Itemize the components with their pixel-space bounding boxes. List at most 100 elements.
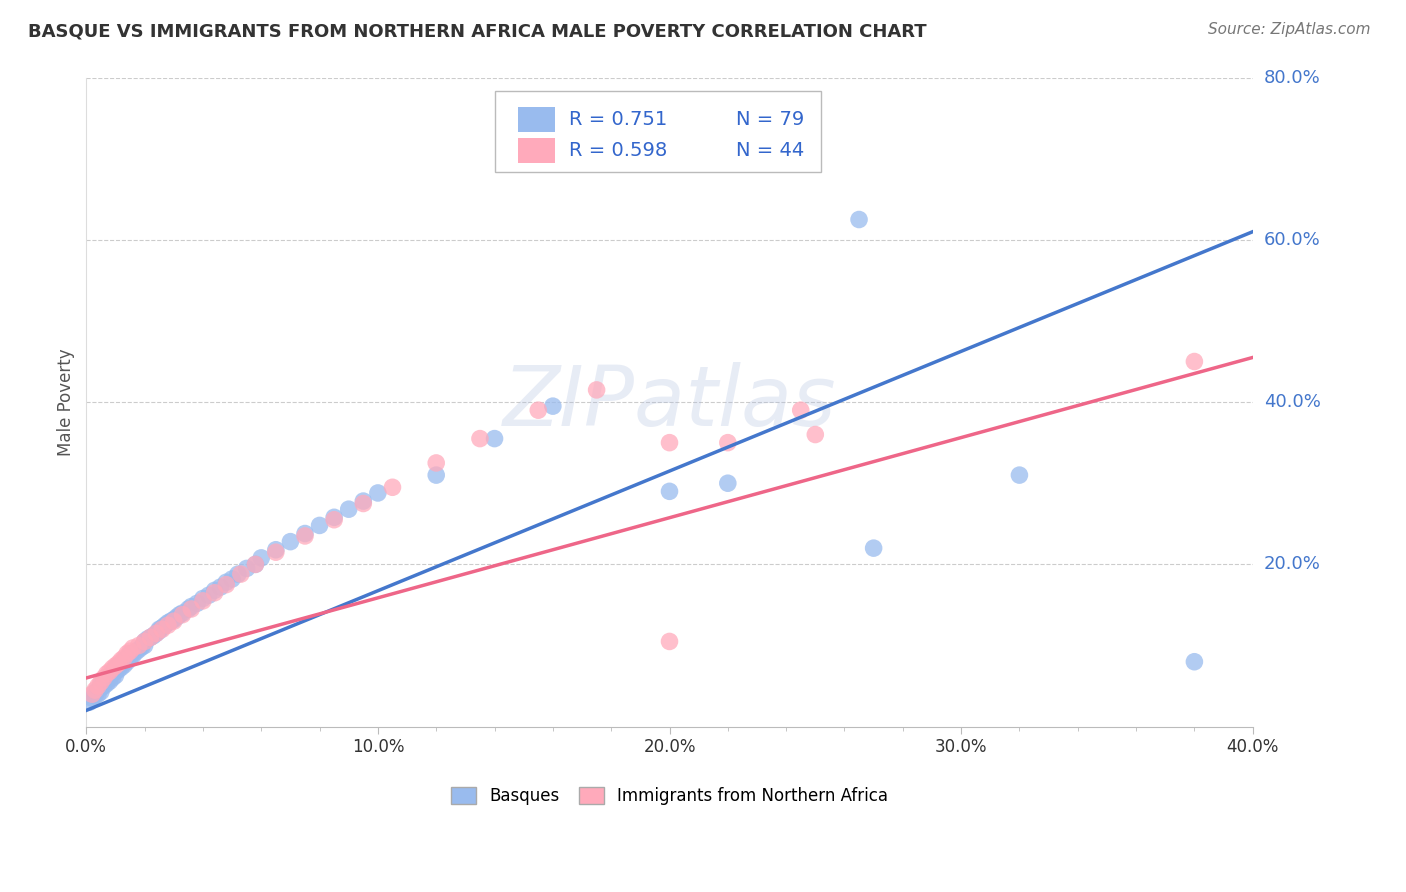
Point	[541, 399, 564, 413]
Text: BASQUE VS IMMIGRANTS FROM NORTHERN AFRICA MALE POVERTY CORRELATION CHART: BASQUE VS IMMIGRANTS FROM NORTHERN AFRIC…	[28, 22, 927, 40]
Point	[107, 658, 129, 673]
Point	[145, 626, 167, 640]
Point	[191, 591, 214, 606]
Text: N = 79: N = 79	[735, 111, 804, 129]
Point	[717, 435, 740, 450]
Point	[658, 435, 681, 450]
Point	[352, 494, 374, 508]
Point	[139, 631, 162, 645]
Point	[156, 615, 179, 630]
Point	[280, 534, 302, 549]
Point	[204, 586, 226, 600]
Point	[221, 572, 243, 586]
Point	[112, 657, 135, 672]
Point	[468, 432, 491, 446]
Point	[98, 665, 121, 679]
Text: ZIPatlas: ZIPatlas	[503, 361, 837, 442]
Point	[150, 621, 173, 635]
Point	[169, 607, 191, 622]
Point	[82, 691, 104, 706]
Text: N = 44: N = 44	[735, 141, 804, 161]
Point	[862, 541, 884, 556]
Point	[87, 683, 110, 698]
Point	[180, 602, 202, 616]
Point	[98, 674, 121, 689]
Point	[122, 640, 145, 655]
Point	[110, 657, 132, 671]
Point	[118, 650, 141, 665]
Point	[150, 622, 173, 636]
Point	[104, 665, 127, 679]
Point	[160, 614, 183, 628]
Text: 20.0%: 20.0%	[1264, 556, 1320, 574]
Point	[104, 658, 127, 673]
Point	[153, 618, 176, 632]
FancyBboxPatch shape	[495, 90, 821, 171]
Point	[134, 634, 156, 648]
Text: 60.0%: 60.0%	[1264, 231, 1320, 249]
Point	[352, 496, 374, 510]
Point	[128, 642, 150, 657]
Point	[87, 679, 110, 693]
Point	[1182, 354, 1205, 368]
Point	[264, 542, 287, 557]
Point	[115, 647, 138, 661]
Point	[90, 675, 112, 690]
Point	[131, 640, 153, 654]
Point	[250, 550, 273, 565]
Point	[96, 676, 118, 690]
Point	[125, 645, 148, 659]
Point	[134, 634, 156, 648]
Point	[804, 427, 827, 442]
Point	[264, 545, 287, 559]
Point	[717, 476, 740, 491]
Point	[215, 575, 238, 590]
Point	[191, 594, 214, 608]
Point	[115, 655, 138, 669]
Point	[1182, 655, 1205, 669]
Point	[82, 687, 104, 701]
Point	[98, 669, 121, 683]
Point	[658, 484, 681, 499]
Point	[90, 685, 112, 699]
Point	[110, 660, 132, 674]
Point	[84, 685, 107, 699]
Point	[294, 526, 316, 541]
Text: R = 0.598: R = 0.598	[569, 141, 668, 161]
Point	[122, 648, 145, 663]
Point	[104, 661, 127, 675]
Point	[308, 518, 330, 533]
Point	[101, 671, 124, 685]
FancyBboxPatch shape	[517, 138, 555, 163]
Point	[90, 681, 112, 695]
Point	[381, 480, 404, 494]
Point	[172, 607, 194, 622]
Point	[112, 650, 135, 665]
Point	[90, 677, 112, 691]
Point	[585, 383, 607, 397]
Text: R = 0.751: R = 0.751	[569, 111, 668, 129]
Point	[226, 567, 249, 582]
Point	[118, 647, 141, 661]
FancyBboxPatch shape	[517, 107, 555, 132]
Point	[186, 596, 208, 610]
Point	[323, 510, 346, 524]
Point	[367, 486, 389, 500]
Point	[110, 653, 132, 667]
Point	[235, 561, 257, 575]
Point	[177, 602, 200, 616]
Point	[93, 671, 115, 685]
Point	[245, 558, 267, 572]
Point	[77, 695, 100, 709]
Point	[180, 599, 202, 614]
Point	[104, 668, 127, 682]
Point	[163, 613, 186, 627]
Point	[209, 580, 232, 594]
Point	[148, 622, 170, 636]
Point	[215, 577, 238, 591]
Point	[118, 644, 141, 658]
Point	[1008, 468, 1031, 483]
Point	[101, 661, 124, 675]
Point	[128, 639, 150, 653]
Point	[134, 639, 156, 653]
